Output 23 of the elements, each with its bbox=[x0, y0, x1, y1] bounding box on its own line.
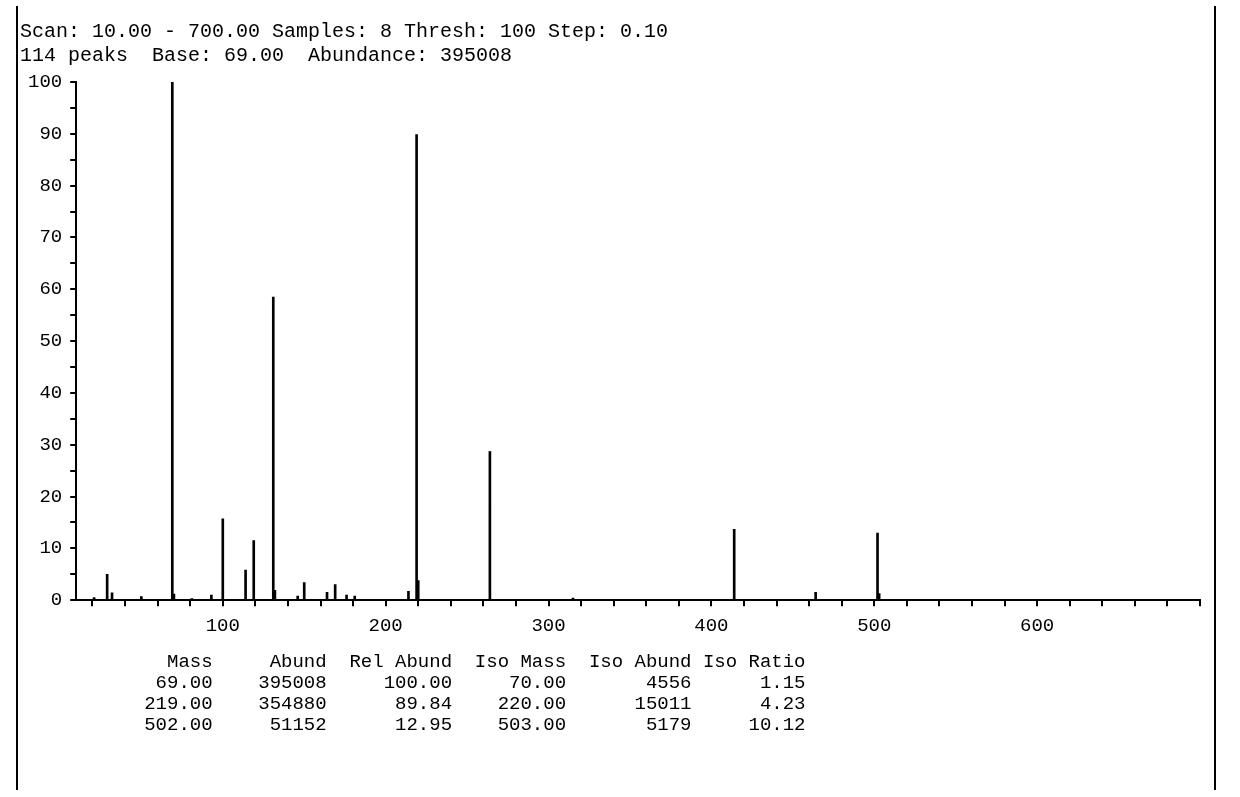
y-tick-label: 10 bbox=[39, 537, 63, 560]
y-tick-label: 90 bbox=[39, 122, 63, 145]
x-tick-label: 500 bbox=[857, 614, 892, 637]
y-tick-label: 50 bbox=[39, 330, 63, 353]
y-tick-label: 80 bbox=[39, 174, 63, 197]
x-tick-label: 600 bbox=[1020, 614, 1055, 637]
chart-subtitle: 114 peaks Base: 69.00 Abundance: 395008 bbox=[20, 44, 513, 68]
y-tick-label: 20 bbox=[39, 485, 63, 508]
y-tick-label: 30 bbox=[39, 433, 63, 456]
text: Mass Abund Rel Abund Iso Mass Iso Abund Iso Ratio bbox=[167, 651, 806, 673]
x-tick-label: 100 bbox=[205, 614, 240, 637]
x-tick-label: 300 bbox=[531, 614, 566, 637]
y-tick-label: 0 bbox=[50, 589, 63, 612]
chart-title: Scan: 10.00 - 700.00 Samples: 8 Thresh: 100 Step: 0.10 bbox=[20, 20, 669, 44]
y-tick-label: 40 bbox=[39, 381, 63, 404]
text: 219.00 354880 89.84 220.00 15011 4.23 bbox=[144, 693, 806, 715]
text: 502.00 51152 12.95 503.00 5179 10.12 bbox=[144, 714, 806, 736]
y-tick-label: 60 bbox=[39, 278, 63, 301]
x-tick-label: 200 bbox=[368, 614, 403, 637]
y-tick-label: 100 bbox=[27, 71, 63, 94]
x-tick-label: 400 bbox=[694, 614, 729, 637]
y-tick-label: 70 bbox=[39, 226, 63, 249]
text: 69.00 395008 100.00 70.00 4556 1.15 bbox=[155, 672, 806, 694]
